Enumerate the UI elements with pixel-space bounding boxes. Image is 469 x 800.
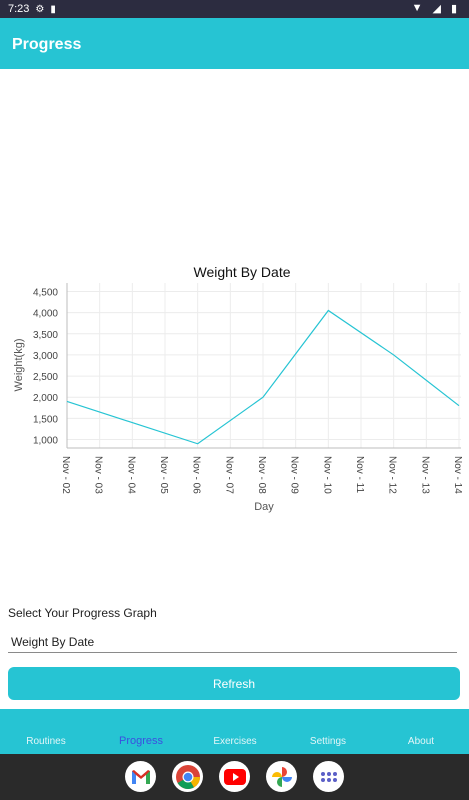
x-tick-label: Nov - 10 bbox=[321, 456, 332, 494]
x-tick-label: Nov - 11 bbox=[354, 456, 365, 493]
status-bar: 7:23 ⚙ ▮ ▼ ◢ ▮ bbox=[0, 0, 469, 18]
chart-svg: Weight By Date 1,000 1,500 2,000 2,500 3,000 3… bbox=[13, 264, 463, 513]
y-tick-label: 4,500 bbox=[33, 287, 58, 298]
series-line bbox=[66, 309, 460, 445]
weight-chart: Weight By Date 1,000 1,500 2,000 2,500 3,000 3… bbox=[0, 255, 469, 525]
sd-card-icon: ▮ bbox=[50, 3, 56, 15]
signal-icon: ◢ bbox=[432, 3, 441, 15]
y-tick-label: 3,000 bbox=[33, 351, 58, 362]
app-bar: Progress bbox=[0, 18, 469, 69]
tab-bar: Routines Progress Exercises Settings Abo… bbox=[0, 709, 469, 754]
x-tick-label: Nov - 04 bbox=[125, 456, 136, 494]
apps-icon[interactable] bbox=[313, 761, 344, 792]
x-tick-label: Nov - 06 bbox=[191, 456, 202, 494]
y-tick-label: 2,500 bbox=[33, 372, 58, 383]
x-tick-label: Nov - 13 bbox=[419, 456, 430, 494]
x-tick-label: Nov - 05 bbox=[158, 456, 169, 494]
y-tick-label: 1,500 bbox=[33, 414, 58, 425]
battery-icon: ▮ bbox=[450, 3, 457, 15]
x-tick-label: Nov - 09 bbox=[289, 456, 300, 494]
x-tick-label: Nov - 02 bbox=[60, 456, 71, 494]
gmail-icon[interactable] bbox=[125, 761, 156, 792]
y-tick-label: 4,000 bbox=[33, 309, 58, 320]
graph-select[interactable]: Weight By Date bbox=[8, 630, 457, 653]
y-axis-label: Weight(kg) bbox=[13, 339, 25, 392]
tab-routines[interactable]: Routines bbox=[26, 736, 66, 747]
chrome-icon[interactable] bbox=[172, 761, 203, 792]
youtube-icon[interactable] bbox=[219, 761, 250, 792]
x-tick-label: Nov - 08 bbox=[256, 456, 267, 494]
graph-select-label: Select Your Progress Graph bbox=[8, 606, 157, 620]
x-tick-label: Nov - 07 bbox=[223, 456, 234, 494]
wifi-icon: ▼ bbox=[411, 2, 423, 14]
refresh-button[interactable]: Refresh bbox=[8, 667, 460, 700]
page-title: Progress bbox=[12, 36, 82, 53]
y-tick-label: 2,000 bbox=[33, 393, 58, 404]
settings-status-icon: ⚙ bbox=[35, 3, 45, 15]
photos-icon[interactable] bbox=[266, 761, 297, 792]
chart-title: Weight By Date bbox=[193, 264, 290, 280]
system-dock bbox=[0, 754, 469, 800]
tab-progress[interactable]: Progress bbox=[118, 735, 164, 747]
x-tick-label: Nov - 12 bbox=[387, 456, 398, 494]
x-tick-label: Nov - 14 bbox=[452, 456, 463, 494]
tab-settings[interactable]: Settings bbox=[309, 736, 347, 747]
y-tick-label: 1,000 bbox=[33, 436, 58, 447]
y-tick-label: 3,500 bbox=[33, 330, 58, 341]
tab-exercises[interactable]: Exercises bbox=[213, 736, 257, 747]
graph-select-value: Weight By Date bbox=[11, 635, 95, 649]
tab-about[interactable]: About bbox=[407, 736, 435, 747]
x-axis-label: Day bbox=[254, 501, 274, 513]
x-tick-label: Nov - 03 bbox=[93, 456, 104, 494]
status-time: 7:23 bbox=[8, 3, 30, 15]
